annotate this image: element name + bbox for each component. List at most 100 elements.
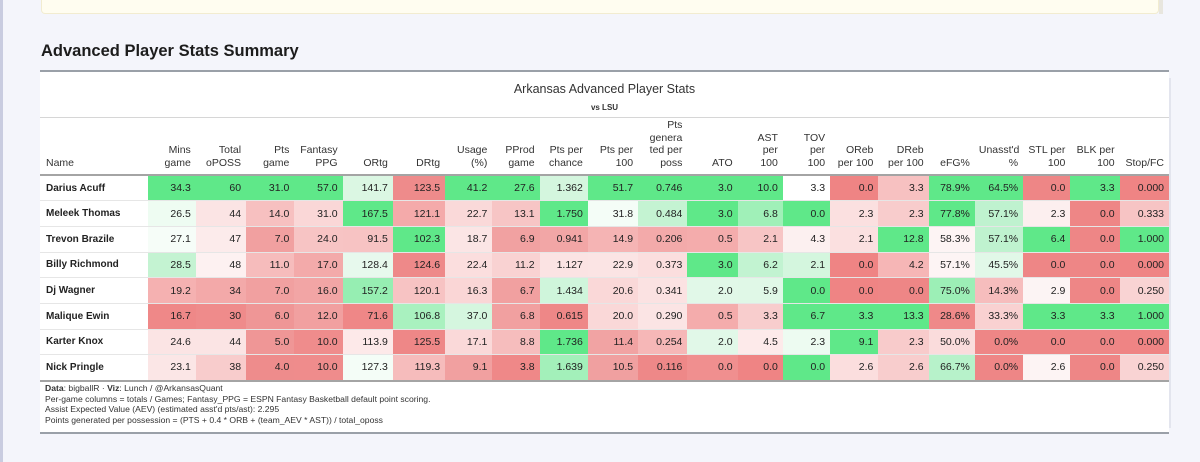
stat-cell: 3.0 — [687, 175, 738, 202]
table-row: Billy Richmond 28.5 48 11.0 17.0 128.4 124.6 22… — [40, 252, 1169, 279]
column-header-line: Mins — [168, 144, 191, 156]
stat-cell: 28.5 — [147, 252, 196, 279]
stat-cell: 71.6 — [342, 303, 393, 330]
stat-cell: 106.8 — [392, 303, 446, 330]
stat-cell: 1.362 — [539, 175, 588, 202]
column-header: DReb per 100 — [878, 118, 929, 176]
stat-cell: 22.4 — [445, 252, 493, 279]
stat-cell: 20.6 — [587, 277, 639, 304]
stat-cell: 51.7 — [587, 175, 639, 202]
table-row: Malique Ewin 16.7 30 6.0 12.0 71.6 106.8 37.0 6.… — [40, 303, 1169, 330]
stat-cell: 0.0 — [830, 175, 879, 202]
stat-cell: 16.7 — [147, 303, 196, 330]
stat-cell: 66.7% — [928, 354, 975, 382]
stat-cell: 7.0 — [246, 226, 295, 253]
stat-cell: 0.116 — [638, 354, 688, 382]
stat-cell: 17.1 — [445, 329, 493, 356]
table-row: Trevon Brazile 27.1 47 7.0 24.0 91.5 102.3 18.7… — [40, 226, 1169, 253]
column-header-line: oPOSS — [206, 156, 242, 169]
column-header-line: Unasst'd — [978, 144, 1020, 156]
column-header: Pts genera ted per poss — [638, 118, 688, 176]
column-header-line: ATO — [712, 156, 733, 169]
stat-cell: 12.8 — [878, 226, 929, 253]
column-header-line: Total — [218, 144, 242, 156]
stat-cell: 0.0 — [830, 277, 879, 304]
footnote-source: Data: bigballR · Viz: Lunch / @ArkansasQ… — [45, 383, 430, 394]
stat-cell: 6.8 — [737, 200, 783, 227]
column-header: BLK per 100 — [1070, 118, 1120, 176]
section-title: Advanced Player Stats Summary — [41, 42, 299, 60]
stat-cell: 11.0 — [246, 252, 295, 279]
stat-cell: 4.3 — [782, 226, 831, 253]
stat-cell: 75.0% — [928, 277, 975, 304]
stat-cell: 8.8 — [492, 329, 540, 356]
column-header-line: eFG% — [940, 156, 970, 169]
stat-cell: 6.7 — [492, 277, 540, 304]
stat-cell: 3.0 — [687, 252, 738, 279]
stat-cell: 10.5 — [587, 354, 639, 382]
column-header-line: 100 — [1047, 156, 1066, 169]
column-header-line: Pts — [274, 144, 290, 156]
table-row: Karter Knox 24.6 44 5.0 10.0 113.9 125.5 17.1 8.… — [40, 329, 1169, 356]
player-name: Dj Wagner — [40, 277, 148, 304]
stat-cell: 57.1% — [974, 200, 1024, 227]
stat-cell: 16.0 — [294, 277, 343, 304]
stat-cell: 17.0 — [294, 252, 343, 279]
stat-cell: 11.2 — [492, 252, 540, 279]
player-name: Malique Ewin — [40, 303, 148, 330]
stat-cell: 12.0 — [294, 303, 343, 330]
stat-cell: 102.3 — [392, 226, 446, 253]
stat-cell: 2.9 — [1023, 277, 1071, 304]
player-name: Nick Pringle — [40, 354, 148, 382]
stat-cell: 125.5 — [392, 329, 446, 356]
stat-cell: 3.3 — [1070, 175, 1120, 202]
stat-cell: 0.0 — [782, 200, 831, 227]
stat-cell: 3.0 — [687, 200, 738, 227]
stat-cell: 77.8% — [928, 200, 975, 227]
column-header-line: Pts per — [549, 144, 583, 156]
stat-cell: 5.0 — [246, 329, 295, 356]
player-name: Trevon Brazile — [40, 226, 148, 253]
stat-cell: 28.6% — [928, 303, 975, 330]
column-header: PProd game — [492, 118, 540, 176]
column-header: OReb per 100 — [830, 118, 879, 176]
column-header: DRtg — [392, 118, 446, 176]
stats-table-panel: Arkansas Advanced Player Stats vs LSU Na… — [40, 70, 1169, 434]
stat-cell: 0.941 — [539, 226, 588, 253]
stat-cell: 27.1 — [147, 226, 196, 253]
stat-cell: 6.2 — [737, 252, 783, 279]
stat-cell: 20.0 — [587, 303, 639, 330]
table-row: Meleek Thomas 26.5 44 14.0 31.0 167.5 121.1 22.… — [40, 200, 1169, 227]
stat-cell: 0.373 — [638, 252, 688, 279]
table-row: Nick Pringle 23.1 38 4.0 10.0 127.3 119.3 9.1 3.… — [40, 354, 1169, 382]
footnote-viz-value: : Lunch / @ArkansasQuant — [119, 383, 223, 393]
player-name: Karter Knox — [40, 329, 148, 356]
stat-cell: 113.9 — [342, 329, 393, 356]
stat-cell: 3.3 — [737, 303, 783, 330]
stat-cell: 0.0 — [1070, 252, 1120, 279]
footnote-data-label: Data — [45, 383, 64, 393]
stat-cell: 47 — [195, 226, 247, 253]
stat-cell: 0.254 — [638, 329, 688, 356]
stat-cell: 5.9 — [737, 277, 783, 304]
player-name: Darius Acuff — [40, 175, 148, 202]
stat-cell: 22.7 — [445, 200, 493, 227]
stat-cell: 3.3 — [878, 175, 929, 202]
column-header-line: 100 — [615, 156, 634, 169]
column-header-line: (%) — [471, 156, 488, 169]
stat-cell: 0.250 — [1119, 277, 1169, 304]
column-header: ATO — [687, 118, 738, 176]
stat-cell: 0.615 — [539, 303, 588, 330]
stat-cell: 44 — [195, 329, 247, 356]
column-header: Unasst'd% — [974, 118, 1024, 176]
table-row: Dj Wagner 19.2 34 7.0 16.0 157.2 120.1 16.3 6.7 1… — [40, 277, 1169, 304]
stat-cell: 64.5% — [974, 175, 1024, 202]
stat-cell: 4.2 — [878, 252, 929, 279]
stat-cell: 0.341 — [638, 277, 688, 304]
stat-cell: 57.0 — [294, 175, 343, 202]
stat-cell: 31.8 — [587, 200, 639, 227]
column-header-line: game — [263, 156, 290, 169]
stat-cell: 0.0 — [830, 252, 879, 279]
column-header: AST per 100 — [737, 118, 783, 176]
stat-cell: 2.1 — [830, 226, 879, 253]
